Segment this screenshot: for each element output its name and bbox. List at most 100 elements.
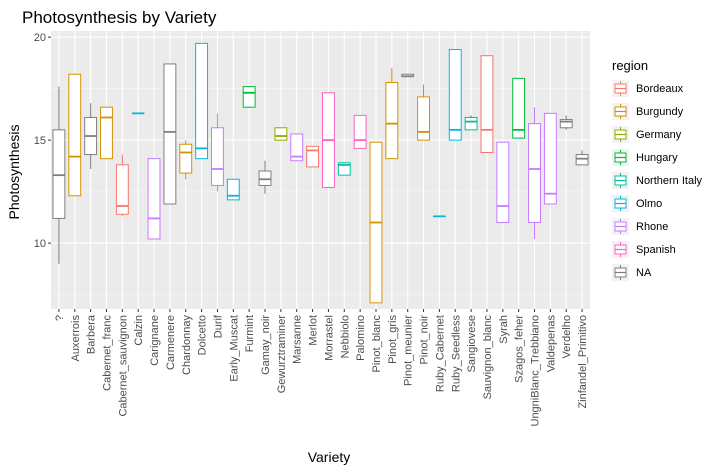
box-Cabernet_franc xyxy=(100,106,113,160)
x-tick-label: Barbera xyxy=(86,314,98,354)
box-Barbera xyxy=(84,103,98,169)
legend-item: Rhone xyxy=(612,218,668,235)
x-tick-label: Cabernet_sauvignon xyxy=(117,315,129,417)
x-tick-label: Gamay_noir xyxy=(260,315,272,375)
box-Chardonnay xyxy=(179,140,193,180)
box-body xyxy=(115,164,129,215)
x-tick-label: Ruby_Seedless xyxy=(450,315,462,393)
x-tick-label: Marsanne xyxy=(292,315,304,364)
box-body xyxy=(512,77,526,139)
box-Sauvignon_blanc xyxy=(480,55,494,153)
x-tick-label: Pinot_blanc xyxy=(371,315,383,373)
box-Pinot_noir xyxy=(417,84,430,141)
box-body xyxy=(195,42,209,160)
box-Gamay_noir xyxy=(258,160,272,194)
legend-item: NA xyxy=(612,264,652,281)
x-tick-label: Early_Muscat xyxy=(228,315,240,382)
box-Pinot_meunier xyxy=(401,73,415,78)
y-tick-label: 20 xyxy=(34,32,46,44)
legend-item: Olmo xyxy=(612,195,662,212)
box-body xyxy=(274,127,288,141)
box-Furmint xyxy=(242,86,256,108)
box-body xyxy=(147,158,161,240)
box-body xyxy=(385,81,399,160)
box-Marsanne xyxy=(290,133,304,162)
x-tick-label: Calzin xyxy=(133,315,145,346)
box-body xyxy=(100,106,113,160)
box-body xyxy=(417,96,430,141)
box-body xyxy=(211,127,224,186)
box-Nebbiolo xyxy=(337,162,351,176)
x-tick-label: Nebbiolo xyxy=(339,315,351,358)
legend-item: Hungary xyxy=(612,149,678,166)
legend-label: Burgundy xyxy=(636,106,684,118)
chart-title: Photosynthesis by Variety xyxy=(22,8,217,27)
box-body xyxy=(464,116,478,131)
box-Verdelho xyxy=(559,115,573,130)
box-body xyxy=(559,119,573,129)
legend-label: Northern Italy xyxy=(636,175,703,187)
box-body xyxy=(242,86,256,108)
legend-item: Spanish xyxy=(612,241,676,258)
x-tick-label: Valdepenas xyxy=(545,315,557,373)
x-tick-label: Gewurztraminer xyxy=(276,315,288,394)
x-tick-label: Durif xyxy=(212,314,224,338)
box-body xyxy=(226,178,240,201)
x-tick-label: UngniBlanc_Trebbiano xyxy=(530,315,542,427)
box-body xyxy=(575,154,589,166)
y-axis-title: Photosynthesis xyxy=(6,125,22,220)
legend-label: NA xyxy=(636,267,652,279)
box-body xyxy=(353,114,367,149)
y-axis: 10 15 20 xyxy=(34,32,51,250)
box-body xyxy=(337,162,351,176)
box-Zinfandel_Primitivo xyxy=(575,150,589,166)
box-Pinot_gris xyxy=(385,68,399,160)
x-tick-label: Auxerrois xyxy=(70,315,82,362)
legend-label: Bordeaux xyxy=(636,83,684,95)
box-body xyxy=(290,133,304,162)
x-tick-label: Morrastel xyxy=(323,315,335,361)
box-Syrah xyxy=(496,141,510,224)
y-tick-label: 15 xyxy=(34,135,46,147)
legend-title: region xyxy=(612,58,648,73)
box-UngniBlanc_Trebbiano xyxy=(528,107,541,239)
box-Morrastel xyxy=(321,92,335,189)
x-tick-label: Pinot_meunier xyxy=(403,315,415,386)
x-tick-label: Sangiovese xyxy=(466,315,478,373)
legend-item: Bordeaux xyxy=(612,80,684,97)
x-tick-label: Dolcetto xyxy=(197,315,209,355)
x-tick-label: ? xyxy=(54,315,66,321)
x-axis: ? Auxerrois Barbera Cabernet_franc Cabernet_… xyxy=(54,309,589,427)
boxes xyxy=(52,42,589,304)
box-body xyxy=(68,73,82,197)
x-tick-label: Verdelho xyxy=(561,315,573,358)
box-body xyxy=(163,63,177,205)
x-tick-label: Furmint xyxy=(244,315,256,352)
x-tick-label: Ruby_Cabernet xyxy=(434,315,446,392)
legend-item: Northern Italy xyxy=(612,172,703,189)
legend-label: Spanish xyxy=(636,244,676,256)
legend-label: Germany xyxy=(636,129,682,141)
box-Durif xyxy=(211,113,224,192)
legend-label: Hungary xyxy=(636,152,678,164)
x-tick-label: Syrah xyxy=(498,315,510,344)
box-Palomino xyxy=(353,114,367,149)
x-tick-label: Carmenere xyxy=(165,315,177,370)
box-Carignane xyxy=(147,158,161,240)
y-tick-label: 10 xyxy=(34,238,46,250)
box-Szagos_feher xyxy=(512,77,526,139)
box-body xyxy=(258,170,272,186)
x-tick-label: Palomino xyxy=(355,315,367,361)
x-tick-label: Merlot xyxy=(308,315,320,346)
legend-item: Burgundy xyxy=(612,103,684,120)
x-tick-label: Zinfandel_Primitivo xyxy=(577,315,589,409)
box-Sangiovese xyxy=(464,115,478,131)
legend-label: Rhone xyxy=(636,221,668,233)
x-tick-label: Szagos_feher xyxy=(514,315,526,383)
x-tick-label: Chardonnay xyxy=(181,315,193,375)
box-Carmenere xyxy=(163,63,177,205)
legend: region Bordeaux Burgundy Germany Hungary Nor… xyxy=(612,58,703,281)
box-body xyxy=(306,145,320,168)
box-body xyxy=(179,143,193,174)
